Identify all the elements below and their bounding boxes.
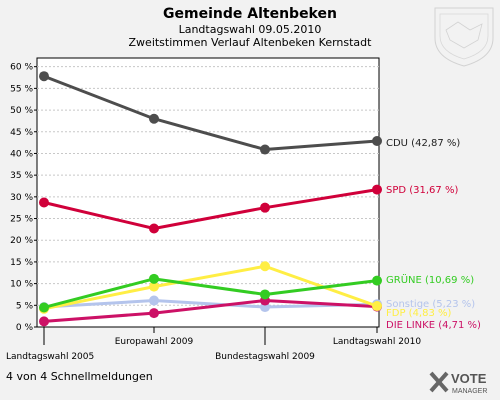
series-line-spd [43, 188, 378, 231]
data-point-cdu [39, 71, 49, 82]
data-point-gruene [149, 273, 159, 284]
y-axis: 0 % 5 % 10 % 15 % 20 % 25 % 30 % 35 % 40 % 45 % 50… [10, 63, 37, 333]
votemanager-logo: VOTE MANAGER [429, 371, 487, 395]
y-tick-label: 20 % [10, 236, 33, 246]
series-label-spd: SPD (31,67 %) [386, 185, 458, 196]
x-tick-label: Bundestagswahl 2009 [215, 352, 315, 362]
series-label-fdp: FDP (4,83 %) [386, 308, 452, 319]
data-point-fdp [260, 261, 270, 272]
data-point-gruene [39, 302, 49, 313]
y-tick-label: 35 % [10, 171, 33, 181]
y-tick-label: 60 % [10, 63, 33, 73]
brand-line2: MANAGER [452, 388, 487, 395]
brand-line1: VOTE [451, 371, 487, 386]
x-axis: Landtagswahl 2005 Europawahl 2009 Bundesta… [6, 327, 421, 362]
series-lines [39, 71, 382, 327]
y-tick-label: 25 % [10, 215, 33, 225]
y-tick-label: 30 % [10, 193, 33, 203]
state-coat-of-arms [434, 7, 494, 67]
series-line-linke [43, 299, 378, 323]
data-point-spd [149, 223, 159, 234]
y-tick-label: 0 % [16, 323, 34, 333]
data-point-spd [260, 202, 270, 213]
data-point-linke [39, 316, 49, 327]
series-line-sonstige [43, 299, 378, 309]
y-tick-label: 5 % [16, 301, 34, 311]
data-point-linke [149, 308, 159, 319]
status-text: 4 von 4 Schnellmeldungen [6, 370, 153, 383]
data-point-spd [39, 197, 49, 208]
chart-subtitle-date: Landtagswahl 09.05.2010 [179, 23, 322, 36]
series-label-cdu: CDU (42,87 %) [386, 138, 460, 149]
series-labels: CDU (42,87 %) SPD (31,67 %) GRÜNE (10,69 %… [386, 138, 481, 331]
series-line-gruene [43, 277, 378, 309]
data-point-cdu [372, 135, 382, 146]
plot-area [36, 57, 380, 328]
data-point-gruene [260, 289, 270, 300]
x-tick-label: Europawahl 2009 [115, 337, 194, 347]
y-tick-label: 15 % [10, 258, 33, 268]
data-point-sonstige [149, 295, 159, 306]
y-tick-label: 10 % [10, 280, 33, 290]
data-point-fdp [372, 301, 382, 312]
y-tick-label: 45 % [10, 128, 33, 138]
y-tick-label: 40 % [10, 149, 33, 159]
series-label-gruene: GRÜNE (10,69 %) [386, 273, 474, 286]
chart-title: Gemeinde Altenbeken [163, 6, 337, 22]
series-label-sonstige: Sonstige (5,23 %) [386, 299, 475, 310]
x-tick-label: Landtagswahl 2005 [6, 352, 94, 362]
x-tick-label: Landtagswahl 2010 [333, 337, 422, 347]
chart-subtitle-description: Zweitstimmen Verlauf Altenbeken Kernstad… [129, 36, 373, 49]
data-point-fdp [149, 281, 159, 292]
data-point-cdu [149, 113, 159, 124]
series-line-cdu [43, 74, 378, 152]
data-point-spd [372, 184, 382, 195]
y-tick-label: 50 % [10, 106, 33, 116]
x-mark-icon [429, 371, 449, 393]
data-point-cdu [260, 144, 270, 155]
series-label-linke: DIE LINKE (4,71 %) [386, 320, 481, 331]
y-tick-label: 55 % [10, 84, 33, 94]
data-point-gruene [372, 275, 382, 286]
